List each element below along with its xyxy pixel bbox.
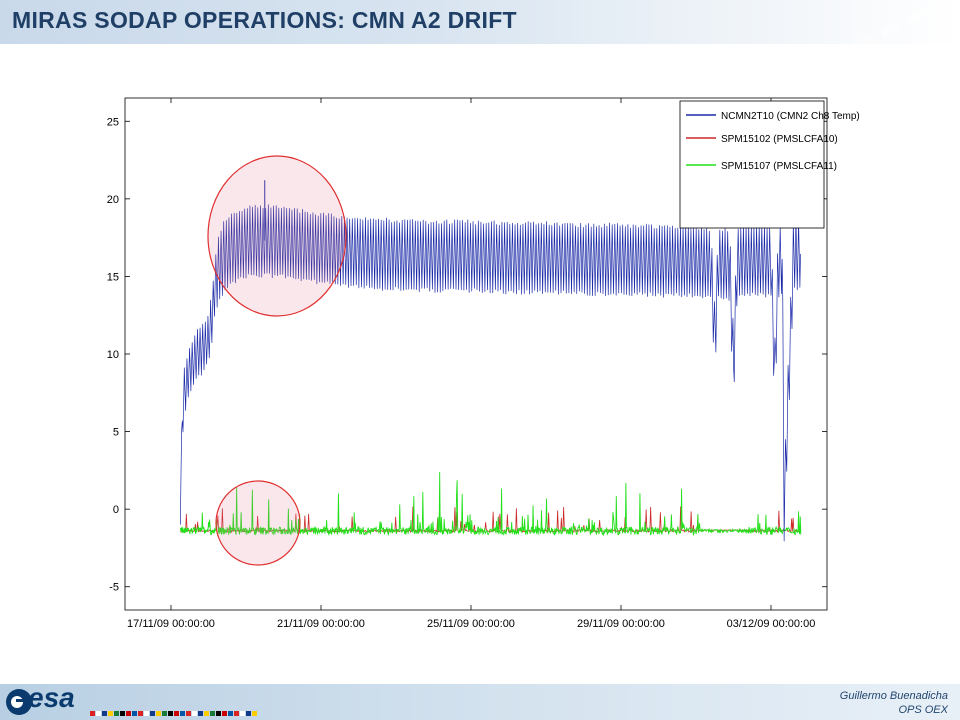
legend-label: NCMN2T10 (CMN2 Ch8 Temp) <box>721 111 860 122</box>
esa-logo-icon <box>6 689 32 715</box>
flag-block <box>204 711 209 716</box>
flag-block <box>210 711 215 716</box>
esa-logo-text: esa <box>28 682 75 713</box>
series-ncmn2t10-line <box>180 204 801 542</box>
y-tick-label: 10 <box>107 349 119 361</box>
legend: NCMN2T10 (CMN2 Ch8 Temp) SPM15102 (PMSLCF… <box>679 100 860 229</box>
flag-block <box>234 711 239 716</box>
member-flags-icon <box>90 711 257 716</box>
slide-title: MIRAS SODAP OPERATIONS: CMN A2 DRIFT <box>12 7 517 33</box>
y-tick-label: 0 <box>113 504 119 516</box>
annotation-circle-spm <box>215 480 301 566</box>
series-layer <box>179 180 802 542</box>
flag-block <box>114 711 119 716</box>
flag-block <box>108 711 113 716</box>
flag-block <box>144 711 149 716</box>
author-department: OPS OEX <box>898 704 948 716</box>
flag-block <box>192 711 197 716</box>
flag-block <box>246 711 251 716</box>
flag-block <box>168 711 173 716</box>
legend-label: SPM15107 (PMSLCFA11) <box>721 161 837 172</box>
flag-block <box>120 711 125 716</box>
flag-block <box>198 711 203 716</box>
author-block: Guillermo Buenadicha OPS OEX <box>840 689 948 717</box>
author-name: Guillermo Buenadicha <box>839 690 948 702</box>
series-spm15107-line <box>179 471 802 537</box>
y-tick-label: 25 <box>107 116 119 128</box>
flag-block <box>90 711 95 716</box>
flag-block <box>162 711 167 716</box>
y-tick-label: 5 <box>113 427 119 439</box>
flag-block <box>180 711 185 716</box>
x-tick-label: 03/12/09 00:00:00 <box>727 618 816 630</box>
chart: -5 0 5 10 15 20 25 17/11/09 00:00:00 21/11/09 0… <box>0 44 960 684</box>
x-tick-label: 25/11/09 00:00:00 <box>427 618 515 630</box>
x-tick-label: 29/11/09 00:00:00 <box>577 618 665 630</box>
flag-block <box>252 711 257 716</box>
flag-block <box>96 711 101 716</box>
annotation-layer <box>207 155 347 566</box>
footer: esa Guillermo Buenadicha OPS OEX <box>0 682 960 720</box>
annotation-circle-temperature <box>207 155 347 317</box>
flag-block <box>186 711 191 716</box>
y-tick-label: -5 <box>109 582 119 594</box>
flag-block <box>132 711 137 716</box>
legend-label: SPM15102 (PMSLCFA10) <box>721 134 838 145</box>
flag-block <box>216 711 221 716</box>
flag-block <box>228 711 233 716</box>
flag-block <box>174 711 179 716</box>
flag-block <box>150 711 155 716</box>
y-tick-label: 15 <box>107 271 119 283</box>
x-tick-label: 21/11/09 00:00:00 <box>277 618 365 630</box>
flag-block <box>156 711 161 716</box>
title-bar: MIRAS SODAP OPERATIONS: CMN A2 DRIFT <box>0 0 960 50</box>
y-axis: -5 0 5 10 15 20 25 <box>107 116 827 594</box>
x-axis: 17/11/09 00:00:00 21/11/09 00:00:00 25/11/… <box>127 98 815 630</box>
flag-block <box>240 711 245 716</box>
flag-block <box>126 711 131 716</box>
y-tick-label: 20 <box>107 194 119 206</box>
x-tick-label: 17/11/09 00:00:00 <box>127 618 215 630</box>
flag-block <box>102 711 107 716</box>
flag-block <box>222 711 227 716</box>
flag-block <box>138 711 143 716</box>
